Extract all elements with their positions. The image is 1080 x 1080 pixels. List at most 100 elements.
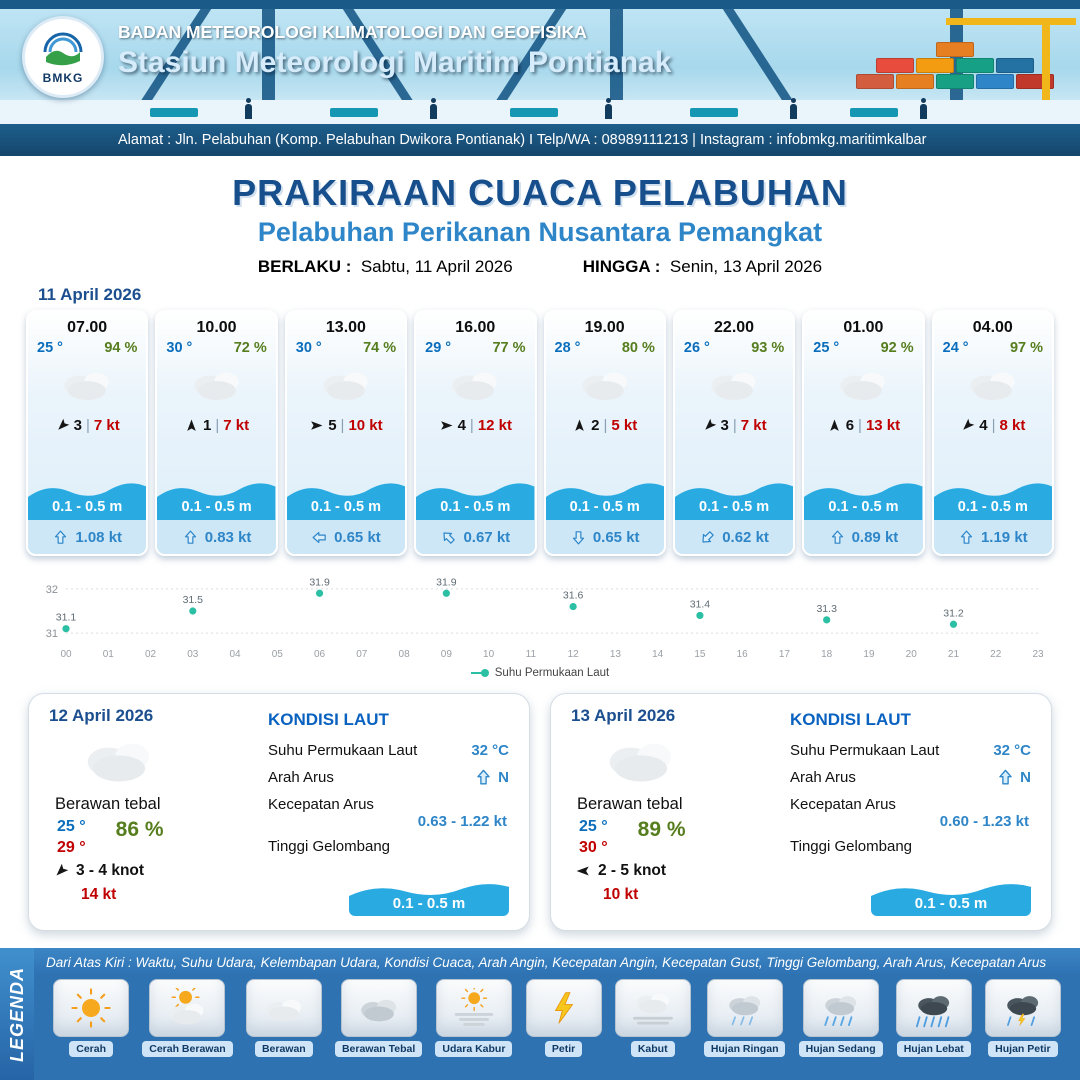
svg-text:03: 03 <box>187 649 199 660</box>
wave-height-band: 0.1 - 0.5 m <box>157 474 276 520</box>
sst-chart: 31 32 00 01 02 03 04 05 06 07 08 09 10 11 12 13 14 15 16 17… <box>46 576 1044 660</box>
current-row: 0.83 kt <box>157 520 276 554</box>
moderate-rain-icon <box>802 979 879 1037</box>
wave-height: 0.1 - 0.5 m <box>957 499 1028 515</box>
wind-speed: 7 kt <box>93 417 120 434</box>
air-temperature: 28 ° <box>554 340 581 356</box>
cloudy-icon <box>442 361 508 413</box>
wind-direction-icon <box>957 415 978 436</box>
page-subtitle: Pelabuhan Perikanan Nusantara Pemangkat <box>257 217 823 247</box>
wind-speed: 8 kt <box>999 417 1026 434</box>
port-illustration <box>0 0 1080 124</box>
svg-text:09: 09 <box>441 649 453 660</box>
current-row: 0.65 kt <box>286 520 406 554</box>
current-direction-icon <box>696 525 720 549</box>
humidity-value: 89 % <box>637 818 686 841</box>
humidity-value: 94 % <box>104 340 138 356</box>
svg-text:31.3: 31.3 <box>816 603 837 615</box>
forecast-card: 19.00 28 ° 80 % 2 | 5 kt 0.1 - 0.5 m 0.65… <box>543 310 666 556</box>
valid-to-value: Senin, 13 April 2026 <box>669 257 823 276</box>
current-row: 1.08 kt <box>28 520 147 554</box>
wind-gust-value: 3 <box>73 417 82 434</box>
forecast-time: 19.00 <box>584 319 625 336</box>
current-row: 0.89 kt <box>804 520 923 554</box>
chart-series-label: Suhu Permukaan Laut <box>494 667 610 679</box>
svg-text:14: 14 <box>652 649 664 660</box>
current-speed: 0.62 kt <box>722 528 769 546</box>
current-direction-icon <box>311 529 328 546</box>
legend-item: Hujan Sedang <box>798 979 883 1057</box>
valid-to-label: HINGGA : <box>582 257 661 276</box>
svg-text:31.6: 31.6 <box>563 590 584 602</box>
daily-date: 13 April 2026 <box>571 706 676 725</box>
forecast-time: 04.00 <box>972 319 1013 336</box>
humidity-value: 77 % <box>492 340 526 356</box>
wind-row: 4 | 8 kt <box>960 417 1025 434</box>
wave-height-band: 0.1 - 0.5 m <box>933 474 1052 520</box>
wave-height-badge: 0.1 - 0.5 m <box>871 876 1031 916</box>
legend-item: Hujan Petir <box>984 979 1061 1057</box>
current-speed: 0.89 kt <box>851 528 899 546</box>
wave-label: Tinggi Gelombang <box>268 838 391 855</box>
wave-height: 0.1 - 0.5 m <box>699 499 770 515</box>
current-row: 0.65 kt <box>545 520 664 554</box>
wind-speed: 5 kt <box>611 417 638 434</box>
haze-icon <box>435 979 512 1037</box>
svg-text:06: 06 <box>314 649 326 660</box>
cloudy-icon <box>73 728 256 793</box>
legend-title-band: LEGENDA <box>0 948 34 1080</box>
legend-item: Hujan Ringan <box>703 979 786 1057</box>
bmkg-logo-icon <box>43 32 83 65</box>
svg-text:15: 15 <box>694 649 706 660</box>
svg-text:19: 19 <box>863 649 875 660</box>
sst-chart-section: 31 32 00 01 02 03 04 05 06 07 08 09 10 11 12 13 14 15 16 17… <box>26 564 1054 679</box>
cloudy-icon <box>960 361 1026 413</box>
legend-label: Cerah <box>69 1041 113 1057</box>
current-row: 1.19 kt <box>933 520 1052 554</box>
current-direction-icon <box>182 529 199 546</box>
svg-text:17: 17 <box>779 649 791 660</box>
humidity-value: 74 % <box>363 340 397 356</box>
station-name: Stasiun Meteorologi Maritim Pontianak <box>118 46 672 79</box>
wind-speed: 7 kt <box>223 417 250 434</box>
wave-height-band: 0.1 - 0.5 m <box>28 474 147 520</box>
legend-label: Hujan Petir <box>988 1041 1058 1057</box>
wind-gust-value: 3 <box>720 417 729 434</box>
thunderstorm-icon <box>984 979 1061 1037</box>
forecast-time: 01.00 <box>843 319 884 336</box>
sst-label: Suhu Permukaan Laut <box>268 742 418 759</box>
wave-height-band: 0.1 - 0.5 m <box>545 474 664 520</box>
wind-direction-icon <box>52 415 73 436</box>
legend-label: Berawan <box>254 1041 313 1057</box>
wind-direction-icon <box>309 418 324 433</box>
svg-text:22: 22 <box>990 649 1002 660</box>
legend-label: Kabut <box>630 1041 675 1057</box>
svg-text:10: 10 <box>483 649 495 660</box>
current-speed: 1.19 kt <box>980 528 1028 546</box>
legend-item: Udara Kabur <box>435 979 513 1057</box>
humidity-value: 93 % <box>751 340 785 356</box>
current-direction-icon <box>52 529 69 546</box>
current-direction-icon <box>996 768 1015 787</box>
current-speed: 1.08 kt <box>75 528 123 546</box>
daily-card: 12 April 2026 Berawan tebal 25 ° 29 ° 86… <box>28 693 530 931</box>
legend-label: Hujan Ringan <box>703 1041 786 1057</box>
daily-summary-row: 12 April 2026 Berawan tebal 25 ° 29 ° 86… <box>28 693 1052 931</box>
sst-value: 32 °C <box>471 742 509 759</box>
wind-row: 1 | 7 kt <box>184 417 249 434</box>
lightning-icon <box>525 979 602 1037</box>
humidity-value: 86 % <box>115 818 164 841</box>
svg-text:08: 08 <box>399 649 411 660</box>
current-direction-icon <box>958 529 975 546</box>
current-speed: 0.65 kt <box>592 528 640 546</box>
svg-text:32: 32 <box>46 584 58 596</box>
wave-height: 0.1 - 0.5 m <box>828 499 899 515</box>
wind-speed: 13 kt <box>865 417 901 434</box>
wave-height-band: 0.1 - 0.5 m <box>804 474 923 520</box>
wind-direction-icon <box>439 418 454 433</box>
wind-range: 3 - 4 knot <box>76 862 145 879</box>
legend-label: Cerah Berawan <box>142 1041 233 1057</box>
wave-height-band: 0.1 - 0.5 m <box>416 474 535 520</box>
current-row: 0.67 kt <box>416 520 535 554</box>
daily-date: 12 April 2026 <box>49 706 154 725</box>
